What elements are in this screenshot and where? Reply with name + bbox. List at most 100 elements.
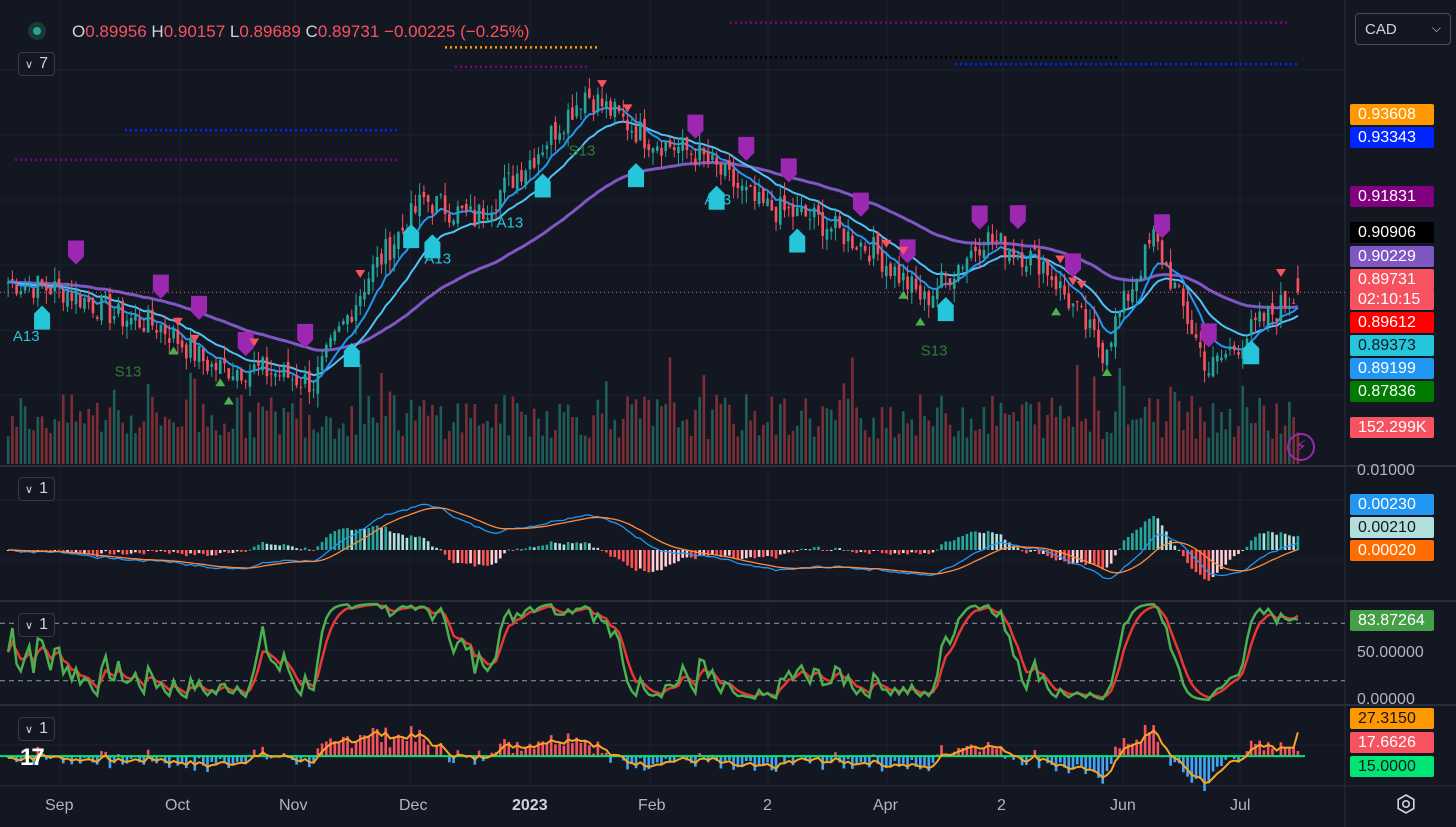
- tradingview-logo[interactable]: 17: [20, 744, 45, 771]
- macd-histogram-bar: [138, 550, 141, 554]
- price-candles[interactable]: [0, 77, 1345, 408]
- macd-histogram-bar: [791, 550, 795, 553]
- volume-bar: [333, 438, 337, 464]
- candle-body: [431, 205, 434, 214]
- sell-signal-marker: [191, 295, 208, 320]
- currency-select[interactable]: CAD ⌵: [1355, 13, 1451, 45]
- macd-histogram-bar: [605, 550, 608, 553]
- macd-histogram-bar: [800, 548, 803, 550]
- main-indicators-toggle[interactable]: ∨ 7: [18, 52, 55, 76]
- volume-bar: [498, 423, 502, 464]
- macd-histogram-bar: [401, 534, 405, 550]
- oscillator-bar: [1198, 756, 1202, 779]
- volume-bar: [66, 422, 69, 464]
- stoch-indicators-toggle[interactable]: ∨ 1: [18, 613, 55, 637]
- volume-bar: [265, 410, 269, 464]
- macd-histogram-bar: [303, 547, 307, 550]
- macd-histogram-bar: [991, 532, 994, 550]
- oscillator-bar: [1258, 740, 1262, 757]
- macd-histogram-bar: [914, 550, 918, 553]
- candle-body: [452, 220, 455, 225]
- macd-histogram-bar: [414, 537, 417, 550]
- volume-bar: [1198, 407, 1202, 464]
- volume-bar: [269, 397, 273, 464]
- volume-bar: [159, 425, 163, 464]
- lightning-icon[interactable]: ⚡: [1287, 433, 1315, 461]
- candle-body: [1254, 317, 1257, 321]
- oscillator-bar: [1190, 756, 1194, 783]
- macd-histogram-bar: [473, 550, 477, 567]
- down-triangle: [597, 80, 608, 89]
- volume-bar: [685, 419, 689, 464]
- macd-histogram-bar: [286, 545, 290, 550]
- macd-histogram-bar: [325, 537, 328, 550]
- buy-signal-marker: [343, 343, 360, 368]
- candle-body: [341, 321, 345, 325]
- volume-bar: [214, 430, 218, 464]
- volume-bar: [757, 435, 761, 464]
- macd-histogram-bar: [774, 550, 778, 559]
- macd-histogram-bar: [1211, 550, 1215, 578]
- volume-bar: [1279, 433, 1283, 464]
- volume-bar: [655, 399, 659, 464]
- oscillator-bar: [982, 747, 986, 757]
- macd-histogram-bar: [740, 550, 744, 559]
- volume-bar: [511, 396, 515, 464]
- volume-bar: [129, 415, 133, 464]
- candle-body: [672, 147, 676, 151]
- volume-bar: [1254, 422, 1257, 464]
- candle-body: [702, 148, 706, 155]
- candle-body: [914, 278, 918, 290]
- candle-body: [1012, 248, 1015, 259]
- candle-body: [206, 359, 209, 372]
- macd-indicators-toggle[interactable]: ∨ 1: [18, 477, 55, 501]
- candle-body: [367, 278, 371, 295]
- macd-histogram-bar: [218, 550, 222, 554]
- sequential-count-label: A13: [13, 328, 40, 345]
- candle-body: [1042, 261, 1045, 274]
- volume-bar: [206, 426, 209, 464]
- candle-body: [893, 266, 897, 276]
- price-tag: 0.89612: [1350, 312, 1434, 333]
- macd-histogram-bar: [1275, 534, 1278, 550]
- candle-body: [626, 119, 629, 131]
- volume-bar: [1232, 436, 1236, 464]
- volume-bar: [1020, 404, 1024, 464]
- macd-histogram-bar: [897, 550, 901, 555]
- oscillator-bar: [1131, 743, 1134, 757]
- candle-body: [515, 173, 519, 190]
- volume-bar: [965, 437, 969, 464]
- sell-signal-marker: [1065, 253, 1082, 278]
- candle-body: [40, 279, 44, 285]
- sequential-count-label: S13: [921, 342, 948, 359]
- oscillator-bar: [210, 756, 214, 762]
- macd-histogram-bar: [588, 543, 591, 550]
- volume-bar: [940, 395, 943, 464]
- macd-histogram-bar: [1016, 547, 1020, 550]
- volume-bar: [923, 415, 926, 464]
- volume-bar: [1245, 407, 1249, 464]
- macd-histogram-bar: [681, 550, 685, 558]
- macd-histogram-bar: [1020, 550, 1024, 552]
- candle-body: [1258, 311, 1262, 322]
- macd-histogram-bar: [1177, 549, 1181, 551]
- market-status-icon[interactable]: [28, 22, 46, 40]
- macd-histogram-bar: [1228, 550, 1232, 560]
- chevron-down-icon: ⌵: [1431, 21, 1441, 35]
- pane-separators[interactable]: [0, 465, 1456, 706]
- oscillator-bar: [1139, 741, 1143, 757]
- time-axis-label: Oct: [165, 797, 190, 814]
- macd-histogram-bar: [1262, 533, 1266, 550]
- volume-bar: [197, 432, 201, 464]
- candle-body: [1296, 278, 1300, 293]
- osc-indicators-toggle[interactable]: ∨ 1: [18, 717, 55, 741]
- macd-histogram-bar: [583, 542, 587, 550]
- macd-histogram-bar: [982, 533, 986, 550]
- settings-gear-icon[interactable]: [1396, 794, 1416, 814]
- volume-bar: [1169, 386, 1172, 464]
- macd-histogram-bar: [969, 531, 973, 550]
- candle-body: [592, 99, 595, 113]
- macd-signal-line: [8, 507, 1299, 575]
- volume-bar: [23, 406, 27, 464]
